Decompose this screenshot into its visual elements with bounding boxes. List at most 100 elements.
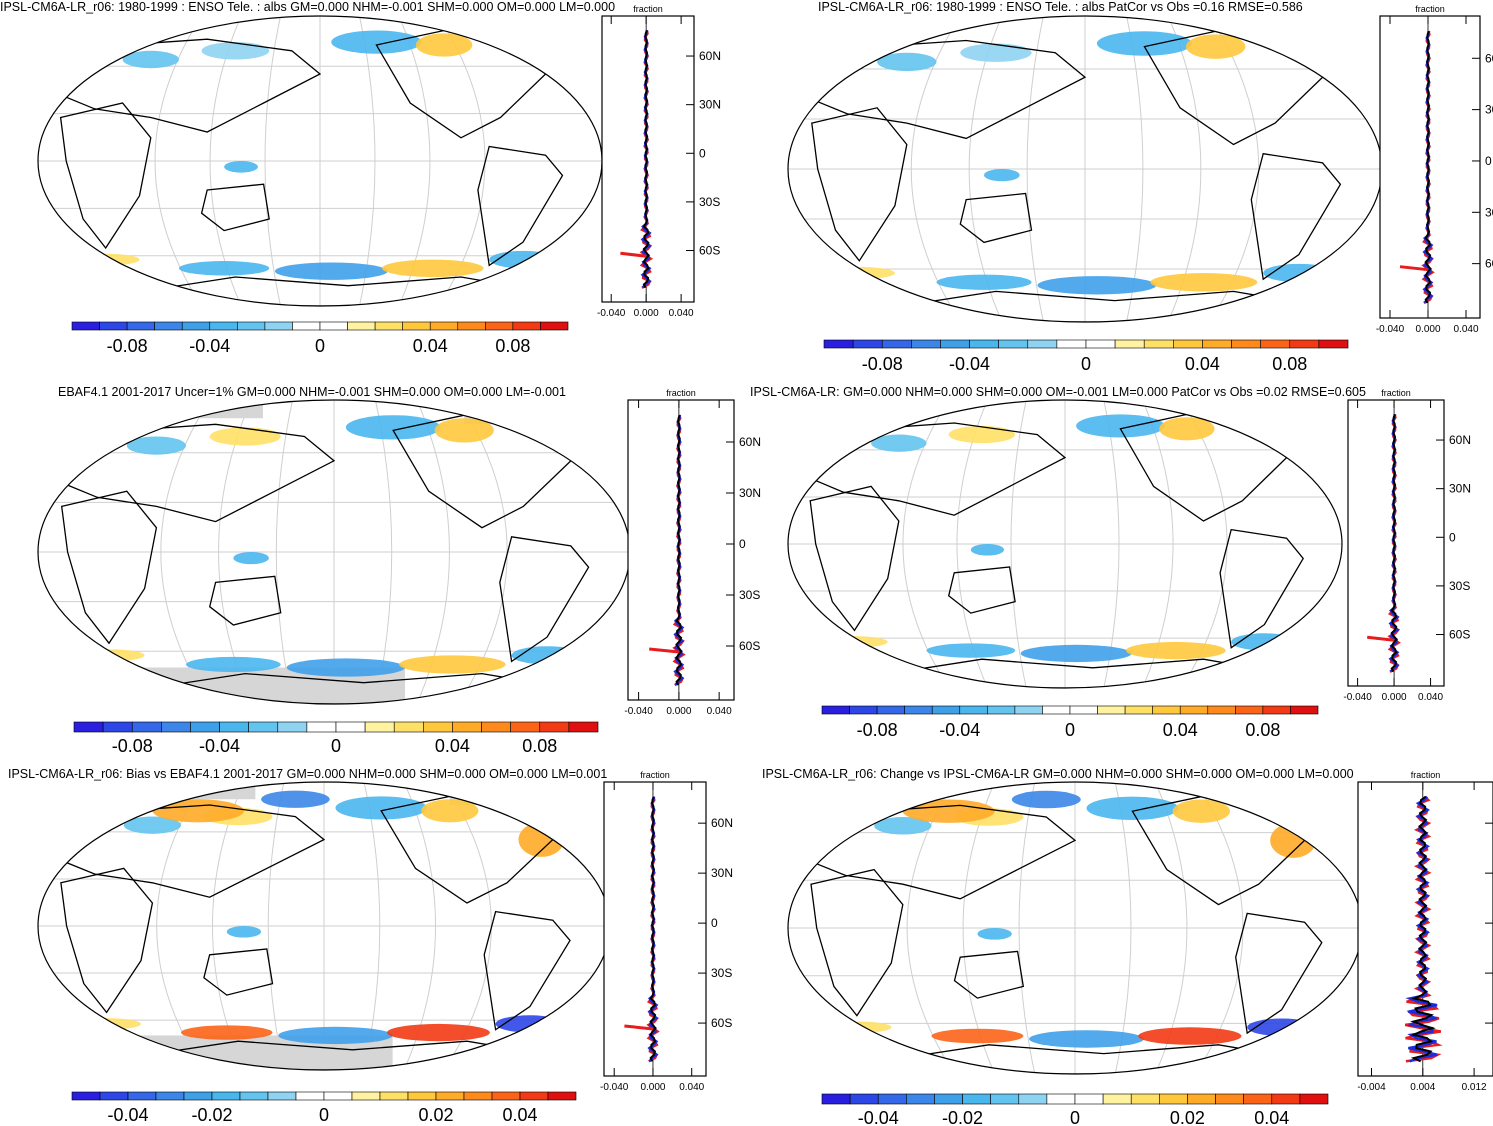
zonal-mean-panel-1: 60N 30N 0 30S 60S -0.040 0.000 0.040 fraction [597, 4, 721, 319]
graticule-lon [264, 16, 282, 306]
colorbar-swatch [181, 321, 211, 331]
colorbar-swatch [277, 721, 308, 733]
colorbar-swatch [99, 321, 128, 331]
zonal-lat-label: 30S [699, 195, 720, 209]
zonal-lat-label: 30N [1485, 103, 1493, 117]
colorbar-swatch [71, 1091, 101, 1101]
colorbar-swatch [364, 721, 395, 733]
map-inner [38, 782, 610, 1070]
map-panel-2 [787, 15, 1383, 323]
coastline [499, 536, 590, 663]
colorbar-tick-label: -0.04 [107, 1105, 148, 1125]
coastline [953, 950, 1025, 999]
colorbar-swatch [264, 321, 293, 331]
colorbar-swatch [877, 1093, 907, 1105]
zonal-mean-curve [675, 414, 683, 686]
colorbar-swatch [71, 321, 100, 331]
anomaly-patch [1037, 276, 1157, 295]
colorbar-swatch [1290, 705, 1319, 715]
zonal-x-tick-label: -0.040 [600, 1082, 629, 1093]
zonal-mean-curve [649, 796, 657, 1062]
anomaly-patch [1172, 799, 1230, 823]
colorbar-swatch [323, 1091, 353, 1101]
colorbar-swatch [547, 1091, 577, 1101]
zonal-lat-label: 60N [711, 816, 733, 830]
zonal-x-tick-label: -0.040 [1343, 692, 1372, 703]
zonal-mean-curve [642, 29, 650, 289]
colorbar-swatch [1027, 339, 1058, 349]
colorbar-swatch [998, 339, 1029, 349]
colorbar-swatch [904, 705, 933, 715]
zonal-lat-label: 0 [739, 537, 746, 551]
colorbar-swatch [1159, 1093, 1188, 1105]
zonal-mean-panel-5: 60N 30N 0 30S 60S -0.040 0.000 0.040 fraction [600, 770, 733, 1093]
colorbar-swatch [491, 1091, 521, 1101]
colorbar-tick-label: -0.08 [857, 720, 898, 740]
colorbar-swatch [237, 321, 266, 331]
graticule-lon [1026, 16, 1044, 322]
colorbar-swatch [931, 705, 961, 715]
graticule-lon [267, 782, 285, 1070]
colorbar-swatch [1130, 1093, 1160, 1105]
zonal-x-tick-label: 0.040 [1418, 692, 1443, 703]
anomaly-patch [226, 926, 262, 938]
colorbar-swatch [1056, 339, 1087, 349]
colorbar-swatch [1202, 339, 1232, 349]
anomaly-patch [931, 1028, 1024, 1044]
anomaly-patch [1138, 1027, 1242, 1045]
anomaly-patch [345, 415, 441, 440]
colorbar-swatch [99, 1091, 129, 1101]
colorbar-tick-label: -0.04 [939, 720, 980, 740]
colorbar-swatch [351, 1091, 381, 1101]
zonal-lat-label: 60N [699, 49, 721, 63]
colorbar-tick-label: 0 [1070, 1108, 1080, 1126]
colorbar-tick-label: 0.08 [1272, 354, 1307, 374]
zonal-mean-panel-2: 60N 30N 0 30S 60S -0.040 0.000 0.040 fraction [1376, 4, 1493, 335]
zonal-x-tick-label: 0.004 [1410, 1082, 1435, 1093]
colorbar-swatch [1085, 339, 1116, 349]
colorbar-swatch [209, 321, 238, 331]
colorbar-swatch [1114, 339, 1145, 349]
colorbar-swatch [319, 321, 348, 331]
panel-title: IPSL-CM6A-LR_r06: Change vs IPSL-CM6A-LR… [762, 767, 1354, 781]
anomaly-patch [977, 928, 1012, 940]
colorbar-swatch [519, 1091, 549, 1101]
anomaly-patch [1159, 417, 1215, 441]
colorbar-swatch [990, 1093, 1020, 1105]
zonal-lat-label: 60N [1449, 433, 1471, 447]
colorbar-swatch [485, 321, 514, 331]
colorbar-swatch [906, 1093, 935, 1105]
coastline [811, 107, 908, 262]
coastline [483, 910, 571, 1031]
zonal-spike [1367, 635, 1395, 642]
anomaly-patch [936, 274, 1032, 290]
zonal-lat-label: 0 [711, 916, 718, 930]
anomaly-patch [274, 262, 388, 280]
colorbar-tick-label: -0.04 [189, 336, 230, 356]
anomaly-patch [960, 43, 1032, 62]
zonal-x-tick-label: 0.000 [1382, 692, 1407, 703]
anomaly-patch [186, 656, 281, 673]
anomaly-patch [489, 250, 557, 269]
colorbar-swatch [435, 1091, 465, 1101]
colorbar-swatch [911, 339, 941, 349]
colorbar-tick-label: 0 [315, 336, 325, 356]
coastline [1250, 152, 1342, 281]
anomaly-patch [382, 259, 484, 277]
zonal-lat-label: 60N [739, 435, 761, 449]
anomaly-patch [386, 1023, 490, 1042]
colorbar-tick-label: 0.04 [1254, 1108, 1289, 1126]
colorbar-swatch [1042, 705, 1071, 715]
colorbar-tick-label: 0 [1081, 354, 1091, 374]
coastline [815, 804, 1077, 900]
coastline [810, 868, 904, 1017]
zonal-lat-label: 30N [1449, 482, 1471, 496]
colorbar-swatch [1271, 1093, 1301, 1105]
colorbar-tick-label: 0.02 [1170, 1108, 1205, 1126]
zonal-x-tick-label: 0.040 [707, 706, 732, 717]
anomaly-patch [1263, 263, 1335, 283]
colorbar-tick-label: 0.04 [1163, 720, 1198, 740]
zonal-axis-title: fraction [1415, 4, 1445, 14]
missing-data-arctic [152, 782, 256, 800]
